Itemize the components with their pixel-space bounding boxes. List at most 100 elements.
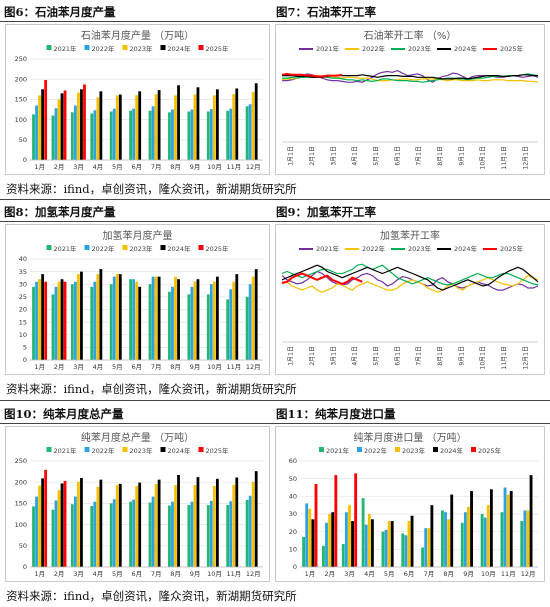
- legend-label: 2024年: [168, 44, 192, 53]
- legend-label: 2021年: [316, 244, 340, 253]
- x-tick-label: 8月: [170, 163, 181, 171]
- bar: [154, 276, 158, 360]
- bar: [193, 485, 197, 567]
- legend-swatch: [122, 45, 128, 50]
- bar: [154, 94, 158, 160]
- bar: [421, 547, 425, 567]
- bar: [364, 524, 368, 567]
- bar: [348, 505, 351, 567]
- bar: [90, 505, 94, 567]
- bar: [251, 92, 255, 160]
- bar: [196, 87, 200, 160]
- legend-label: 2024年: [168, 446, 192, 455]
- bar: [60, 483, 64, 567]
- bar: [32, 506, 35, 567]
- legend-swatch: [471, 447, 476, 452]
- bar: [523, 510, 527, 567]
- chart-hydro-benzene-production: 加氢苯月度产量 2021年 2022年 2023年 2024年 2025年 0 5 10 15 20…: [19, 229, 263, 371]
- bar: [41, 89, 45, 160]
- x-tick-label: 10月: [207, 363, 222, 371]
- legend-swatch: [160, 245, 166, 250]
- bar: [500, 512, 504, 567]
- bar: [325, 522, 328, 567]
- x-tick-label: 4月1日: [352, 346, 359, 366]
- bar: [489, 489, 493, 567]
- bar: [54, 500, 58, 567]
- bar: [354, 473, 358, 567]
- bar: [193, 281, 197, 360]
- bar: [467, 506, 470, 567]
- legend-label: 2023年: [130, 446, 154, 455]
- bar: [390, 521, 394, 567]
- figure-8-title: 图8：加氢苯月度产量: [4, 205, 116, 219]
- bar: [38, 485, 41, 567]
- x-tick-label: 7月: [151, 363, 162, 371]
- bar: [334, 475, 338, 567]
- x-tick-label: 5月: [112, 163, 123, 171]
- x-tick-label: 6月: [131, 570, 142, 578]
- bar: [322, 545, 325, 567]
- x-tick-label: 10月1日: [480, 146, 487, 169]
- legend-swatch: [319, 447, 324, 452]
- bar: [80, 271, 83, 360]
- bar: [171, 286, 174, 360]
- bar: [254, 83, 258, 160]
- legend-label: 2024年: [168, 244, 192, 253]
- x-tick-label: 5月: [112, 363, 123, 371]
- bar: [370, 519, 374, 567]
- x-tick-label: 12月1日: [522, 146, 529, 169]
- bar: [174, 485, 177, 567]
- legend-label: 2022年: [364, 446, 388, 455]
- legend-label: 2023年: [130, 44, 154, 53]
- legend-label: 2025年: [500, 44, 524, 53]
- x-tick-label: 7月1日: [416, 146, 423, 166]
- bar: [427, 528, 431, 567]
- legend-label: 2025年: [206, 244, 230, 253]
- bar: [245, 296, 249, 360]
- legend-label: 2024年: [454, 44, 478, 53]
- bar: [441, 510, 444, 567]
- x-tick-label: 3月: [73, 363, 84, 371]
- chart-title: 石油苯开工率 （%）: [364, 29, 457, 42]
- bar: [520, 521, 524, 567]
- x-tick-label: 7月: [424, 570, 435, 578]
- x-tick-label: 5月1日: [373, 346, 380, 366]
- legend-label: 2024年: [440, 446, 464, 455]
- y-tick-label: 0: [23, 356, 27, 364]
- legend-label: 2025年: [206, 44, 230, 53]
- bar: [112, 276, 116, 360]
- legend-label: 2023年: [408, 44, 432, 53]
- x-tick-label: 9月1日: [458, 346, 465, 366]
- x-tick-label: 8月1日: [437, 346, 444, 366]
- x-tick-label: 6月: [131, 363, 142, 371]
- chart-panel-4: 加氢苯开工率 2021年 2022年 2023年 2024年 2025年 1月1日 2月1日 3…: [275, 224, 545, 375]
- bar: [77, 481, 80, 567]
- bar: [77, 92, 80, 160]
- legend-label: 2022年: [362, 44, 386, 53]
- bar: [529, 475, 533, 567]
- bar: [177, 279, 180, 360]
- bar: [424, 528, 428, 567]
- y-tick-label: 200: [15, 75, 27, 83]
- bar: [463, 512, 467, 567]
- bar: [331, 512, 335, 567]
- bar: [251, 481, 255, 567]
- bar: [509, 491, 513, 567]
- x-tick-label: 11月: [226, 570, 241, 578]
- x-tick-label: 2月1日: [309, 146, 316, 166]
- bar: [54, 286, 58, 360]
- x-tick-label: 10月: [207, 163, 222, 171]
- bar: [96, 486, 100, 567]
- legend-label: 2022年: [92, 44, 116, 53]
- x-tick-label: 2月: [54, 570, 65, 578]
- bar: [109, 111, 113, 160]
- y-tick-label: 60: [289, 457, 297, 465]
- y-tick-label: 50: [19, 136, 27, 144]
- bar: [44, 80, 48, 160]
- bar: [96, 97, 100, 160]
- bar: [235, 88, 239, 160]
- bar: [384, 529, 388, 567]
- bar: [148, 284, 152, 360]
- bar: [60, 93, 64, 160]
- bar: [381, 531, 385, 567]
